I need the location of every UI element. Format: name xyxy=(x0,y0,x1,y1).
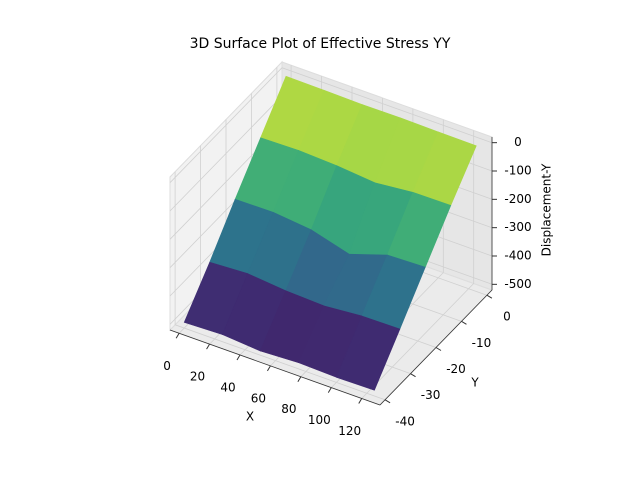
z-tick-label: -200 xyxy=(504,192,531,206)
x-tick-label: 80 xyxy=(281,402,296,416)
grid-line xyxy=(361,130,475,399)
y-tick-label: -20 xyxy=(446,362,466,376)
tick-mark xyxy=(327,387,332,393)
x-tick-label: 0 xyxy=(163,359,171,373)
z-tick-label: -400 xyxy=(504,249,531,263)
tick-mark xyxy=(175,333,180,339)
z-tick-label: -100 xyxy=(504,164,531,178)
tick-mark xyxy=(486,294,493,299)
grid-line xyxy=(169,67,493,183)
chart-title: 3D Surface Plot of Effective Stress YY xyxy=(190,36,451,52)
axis-line xyxy=(379,289,493,406)
z-tick-label: -500 xyxy=(504,277,531,291)
grid-line xyxy=(174,171,386,401)
z-axis-label: Displacement-Y xyxy=(540,163,554,256)
z-tick-label: -300 xyxy=(504,220,531,234)
axis-line xyxy=(169,329,381,406)
tick-mark xyxy=(384,399,391,404)
tick-mark xyxy=(435,347,442,351)
x-axis-label: X xyxy=(246,410,254,424)
tick-mark xyxy=(236,354,241,361)
x-tick-label: 20 xyxy=(190,370,205,384)
y-axis-label: Y xyxy=(470,376,479,390)
tick-mark xyxy=(297,376,302,382)
tick-mark xyxy=(410,373,416,378)
tick-mark xyxy=(206,343,210,350)
y-tick-label: 0 xyxy=(503,310,511,324)
tick-mark xyxy=(358,398,363,404)
y-tick-label: -40 xyxy=(395,414,415,428)
x-tick-label: 40 xyxy=(220,381,235,395)
y-tick-label: -30 xyxy=(421,388,441,402)
tick-mark xyxy=(267,365,271,372)
x-tick-label: 120 xyxy=(338,424,361,438)
y-tick-label: -10 xyxy=(472,336,492,350)
surface-patch xyxy=(336,315,401,391)
x-tick-label: 100 xyxy=(308,413,331,427)
z-tick-label: 0 xyxy=(514,135,522,149)
x-tick-label: 60 xyxy=(251,391,266,405)
tick-mark xyxy=(461,320,467,325)
